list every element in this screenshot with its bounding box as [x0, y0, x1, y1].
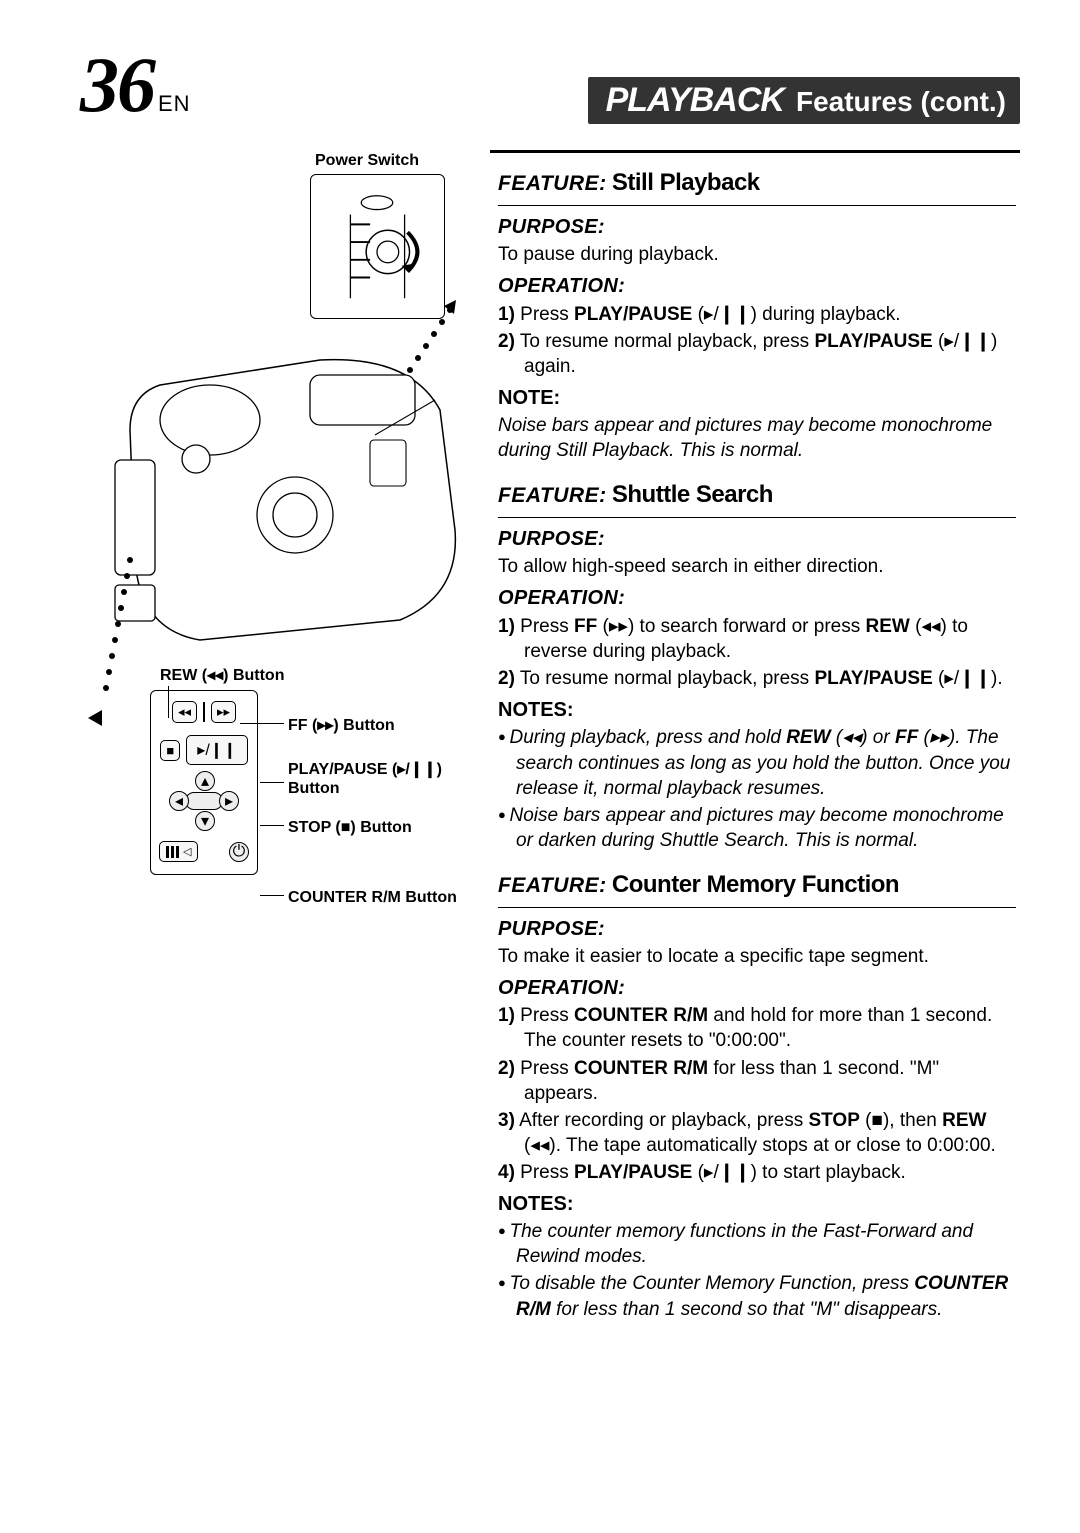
purpose-heading: PURPOSE: — [498, 214, 1016, 240]
operation-step: 3) After recording or playback, press ST… — [498, 1108, 1016, 1158]
feature-title: FEATURE: Shuttle Search — [498, 479, 1016, 511]
feature-tag: FEATURE: — [498, 172, 607, 195]
operation-step: 2) To resume normal playback, press PLAY… — [498, 329, 1016, 379]
divider — [498, 517, 1016, 518]
power-switch-label: Power Switch — [315, 152, 419, 170]
operation-step: 2) Press COUNTER R/M for less than 1 sec… — [498, 1056, 1016, 1106]
note-text: Noise bars appear and pictures may becom… — [498, 413, 1016, 463]
ff-button-icon: ▸▸ — [211, 701, 236, 723]
counter-callout-label: COUNTER R/M Button — [288, 888, 457, 907]
note-item: To disable the Counter Memory Function, … — [498, 1271, 1016, 1321]
ff-callout-label: FF (▸▸) Button — [288, 716, 395, 735]
rew-callout-label: REW (◂◂) Button — [160, 666, 284, 685]
page-lang: EN — [158, 91, 191, 116]
operation-steps: 1) Press FF (▸▸) to search forward or pr… — [498, 614, 1016, 691]
operation-heading: OPERATION: — [498, 975, 1016, 1001]
feature-name: Counter Memory Function — [612, 871, 899, 898]
notes-heading: NOTE: — [498, 385, 1016, 411]
leader-line — [168, 686, 169, 718]
operation-steps: 1) Press PLAY/PAUSE (▸/❙❙) during playba… — [498, 302, 1016, 379]
dpad-icon: ▴ ▾ ◂ ▸ — [151, 771, 257, 831]
section-title-bar: PLAYBACK Features (cont.) — [588, 77, 1020, 124]
operation-step: 1) Press PLAY/PAUSE (▸/❙❙) during playba… — [498, 302, 1016, 327]
operation-steps: 1) Press COUNTER R/M and hold for more t… — [498, 1003, 1016, 1185]
purpose-text: To pause during playback. — [498, 242, 1016, 267]
content-column: FEATURE: Still PlaybackPURPOSE:To pause … — [490, 150, 1020, 1334]
feature-tag: FEATURE: — [498, 874, 607, 897]
feature-block: FEATURE: Still Playback PURPOSE:To pause … — [498, 167, 1016, 463]
divider — [498, 205, 1016, 206]
purpose-text: To make it easier to locate a specific t… — [498, 944, 1016, 969]
leader-line — [240, 723, 284, 724]
power-button-icon: ⏻ — [229, 842, 249, 862]
notes-list: The counter memory functions in the Fast… — [498, 1219, 1016, 1321]
page-number: 36EN — [80, 40, 191, 130]
note-item: During playback, press and hold REW (◂◂)… — [498, 725, 1016, 800]
feature-name: Shuttle Search — [612, 481, 773, 508]
feature-block: FEATURE: Shuttle Search PURPOSE:To allow … — [498, 479, 1016, 853]
button-panel: ◂◂ ▸▸ ■ ▸/❙❙ ▴ ▾ ◂ ▸ — [150, 690, 258, 875]
stop-callout-label: STOP (■) Button — [288, 818, 412, 837]
play-pause-button-icon: ▸/❙❙ — [186, 735, 247, 765]
pointer-triangle-icon — [88, 710, 102, 726]
purpose-text: To allow high-speed search in either dir… — [498, 554, 1016, 579]
operation-heading: OPERATION: — [498, 273, 1016, 299]
operation-step: 4) Press PLAY/PAUSE (▸/❙❙) to start play… — [498, 1160, 1016, 1185]
rew-button-icon: ◂◂ — [172, 701, 197, 723]
notes-heading: NOTES: — [498, 1191, 1016, 1217]
operation-step: 2) To resume normal playback, press PLAY… — [498, 666, 1016, 691]
feature-name: Still Playback — [612, 169, 760, 196]
feature-tag: FEATURE: — [498, 484, 607, 507]
section-title-main: PLAYBACK — [606, 81, 784, 120]
operation-step: 1) Press COUNTER R/M and hold for more t… — [498, 1003, 1016, 1053]
operation-step: 1) Press FF (▸▸) to search forward or pr… — [498, 614, 1016, 664]
play-pause-callout-label: PLAY/PAUSE (▸/❙❙) Button — [288, 760, 468, 798]
page-number-value: 36 — [80, 41, 154, 128]
counter-rm-button-icon: ◁ — [159, 841, 198, 862]
operation-heading: OPERATION: — [498, 585, 1016, 611]
illustration-column: Power Switch — [80, 150, 470, 1334]
notes-list: During playback, press and hold REW (◂◂)… — [498, 725, 1016, 852]
feature-title: FEATURE: Still Playback — [498, 167, 1016, 199]
note-item: The counter memory functions in the Fast… — [498, 1219, 1016, 1269]
leader-line — [260, 782, 284, 783]
section-title-sub: Features (cont.) — [796, 86, 1006, 118]
divider — [498, 907, 1016, 908]
stop-button-icon: ■ — [160, 740, 180, 761]
purpose-heading: PURPOSE: — [498, 916, 1016, 942]
feature-title: FEATURE: Counter Memory Function — [498, 869, 1016, 901]
purpose-heading: PURPOSE: — [498, 526, 1016, 552]
power-switch-illustration — [310, 174, 445, 319]
leader-line — [260, 895, 284, 896]
leader-line — [260, 825, 284, 826]
notes-heading: NOTES: — [498, 697, 1016, 723]
note-item: Noise bars appear and pictures may becom… — [498, 803, 1016, 853]
page-header: 36EN PLAYBACK Features (cont.) — [80, 40, 1020, 130]
camera-illustration — [110, 340, 470, 645]
feature-block: FEATURE: Counter Memory Function PURPOSE:… — [498, 869, 1016, 1322]
